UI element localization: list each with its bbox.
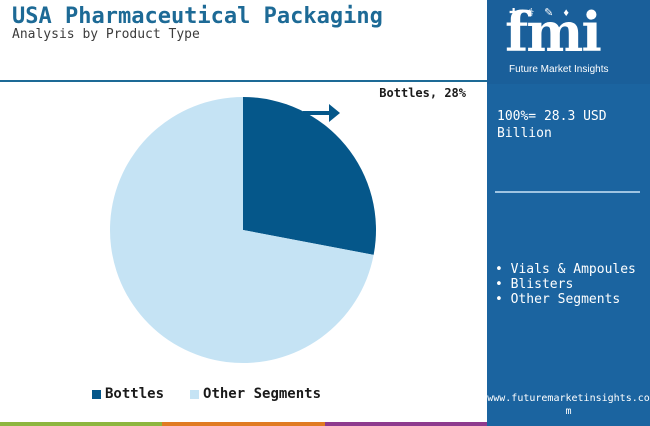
info-panel: ✚⚕✎♦ fmi Future Market Insights 100%= 28… <box>487 0 650 426</box>
legend-swatch-other-segments <box>190 389 200 399</box>
segment-list: • Vials & Ampoules • Blisters • Other Se… <box>495 262 647 307</box>
legend-item-other-segments: Other Segments <box>190 386 321 402</box>
pie-chart: Bottles, 28% <box>110 86 467 363</box>
header-divider <box>0 80 487 82</box>
logo-pictograms-icon: ✚⚕✎♦ <box>509 7 579 19</box>
chart-subtitle: Analysis by Product Type <box>12 27 200 42</box>
chart-legend: Bottles Other Segments <box>92 386 321 402</box>
footer-bar-green <box>0 422 163 426</box>
logo-wordmark: fmi <box>505 0 602 64</box>
data-label-bottles: Bottles, 28% <box>379 86 466 100</box>
legend-label-other-segments: Other Segments <box>203 386 322 402</box>
segment-item: • Blisters <box>495 277 574 292</box>
footer-color-bar <box>0 422 487 426</box>
pie-slice-bottles <box>243 97 376 255</box>
segment-label: Blisters <box>510 277 574 292</box>
callout-arrow-icon <box>303 104 340 122</box>
chart-title: USA Pharmaceutical Packaging <box>12 4 383 29</box>
market-total: 100%= 28.3 USD Billion <box>497 109 607 141</box>
logo-caption: Future Market Insights <box>509 64 609 75</box>
brand-logo: ✚⚕✎♦ fmi Future Market Insights <box>487 0 650 84</box>
footer-bar-orange <box>162 422 325 426</box>
panel-divider <box>495 191 640 193</box>
segment-item: • Vials & Ampoules <box>495 262 636 277</box>
segment-item: • Other Segments <box>495 292 621 307</box>
website-link[interactable]: www.futuremarketinsights.com <box>487 393 650 417</box>
legend-swatch-bottles <box>92 389 101 399</box>
legend-label-bottles: Bottles <box>105 386 165 402</box>
footer-bar-purple <box>324 422 487 426</box>
segment-label: Other Segments <box>510 292 621 307</box>
pie-slice-other-segments <box>110 97 374 363</box>
legend-item-bottles: Bottles <box>92 386 164 402</box>
segment-label: Vials & Ampoules <box>510 262 636 277</box>
